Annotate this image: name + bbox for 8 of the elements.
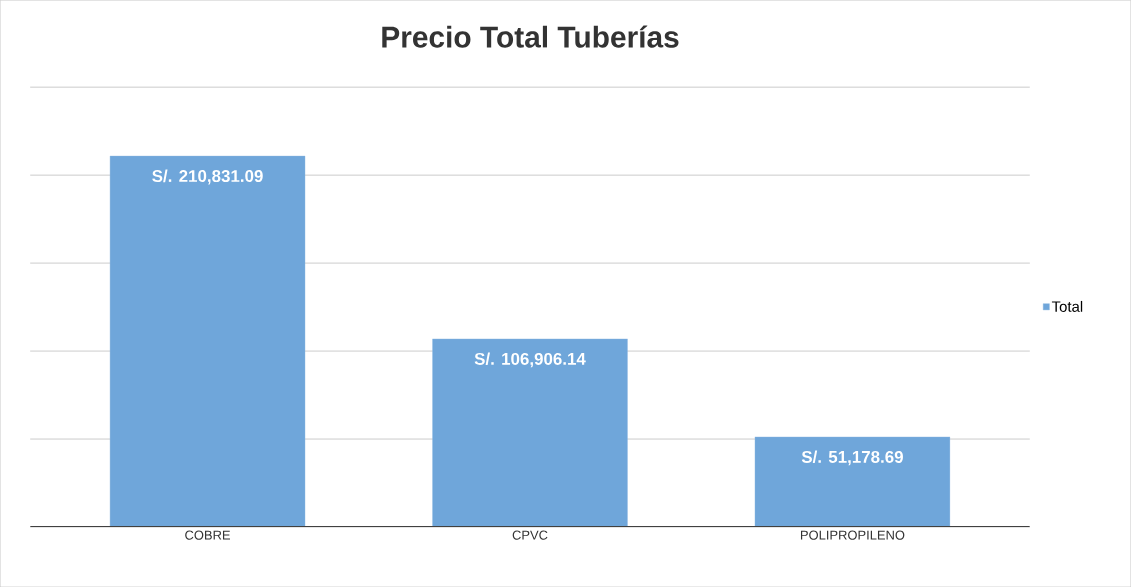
x-tick-label: POLIPROPILENO — [800, 530, 905, 540]
x-tick-label: CPVC — [512, 530, 548, 540]
x-tick-label: COBRE — [185, 530, 230, 540]
data-label: S/. 106,906.14 — [474, 352, 586, 368]
data-label: S/. 51,178.69 — [801, 450, 903, 466]
data-label: S/. 210,831.09 — [152, 169, 263, 185]
legend-label: Total — [1051, 300, 1083, 312]
chart-title: Precio Total Tuberías — [382, 25, 679, 48]
